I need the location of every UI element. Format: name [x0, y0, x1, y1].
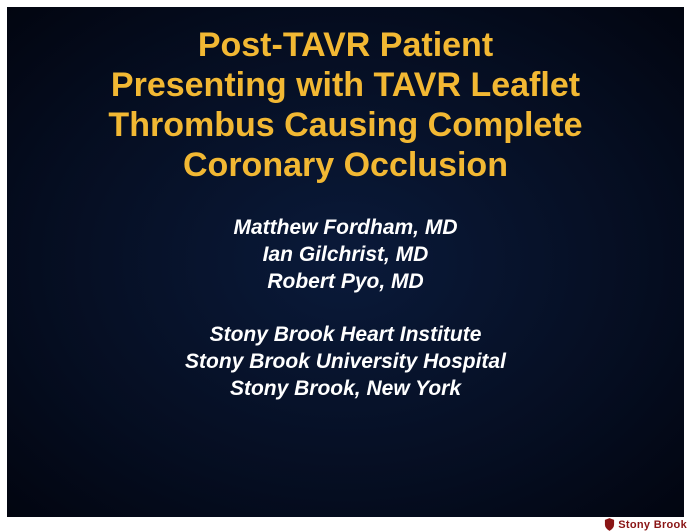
authors-block: Matthew Fordham, MD Ian Gilchrist, MD Ro… — [234, 215, 458, 296]
title-line: Post-TAVR Patient — [198, 26, 493, 64]
shield-icon — [604, 518, 615, 531]
affiliation-line: Stony Brook, New York — [185, 376, 506, 403]
title-line: Coronary Occlusion — [183, 146, 508, 184]
author-name: Matthew Fordham, MD — [234, 215, 458, 242]
title-line: Thrombus Causing Complete — [108, 106, 582, 144]
presentation-slide: Post-TAVR Patient Presenting with TAVR L… — [7, 7, 684, 517]
logo-text: Stony Brook — [618, 519, 687, 531]
title-line: Presenting with TAVR Leaflet — [111, 66, 580, 104]
slide-title: Post-TAVR Patient Presenting with TAVR L… — [82, 25, 608, 185]
affiliation-line: Stony Brook University Hospital — [185, 349, 506, 376]
institution-logo: Stony Brook — [604, 518, 687, 531]
affiliation-block: Stony Brook Heart Institute Stony Brook … — [185, 322, 506, 403]
slide-footer: Stony Brook — [0, 517, 691, 532]
affiliation-line: Stony Brook Heart Institute — [185, 322, 506, 349]
author-name: Robert Pyo, MD — [234, 269, 458, 296]
slide-container: Post-TAVR Patient Presenting with TAVR L… — [0, 0, 691, 532]
author-name: Ian Gilchrist, MD — [234, 242, 458, 269]
